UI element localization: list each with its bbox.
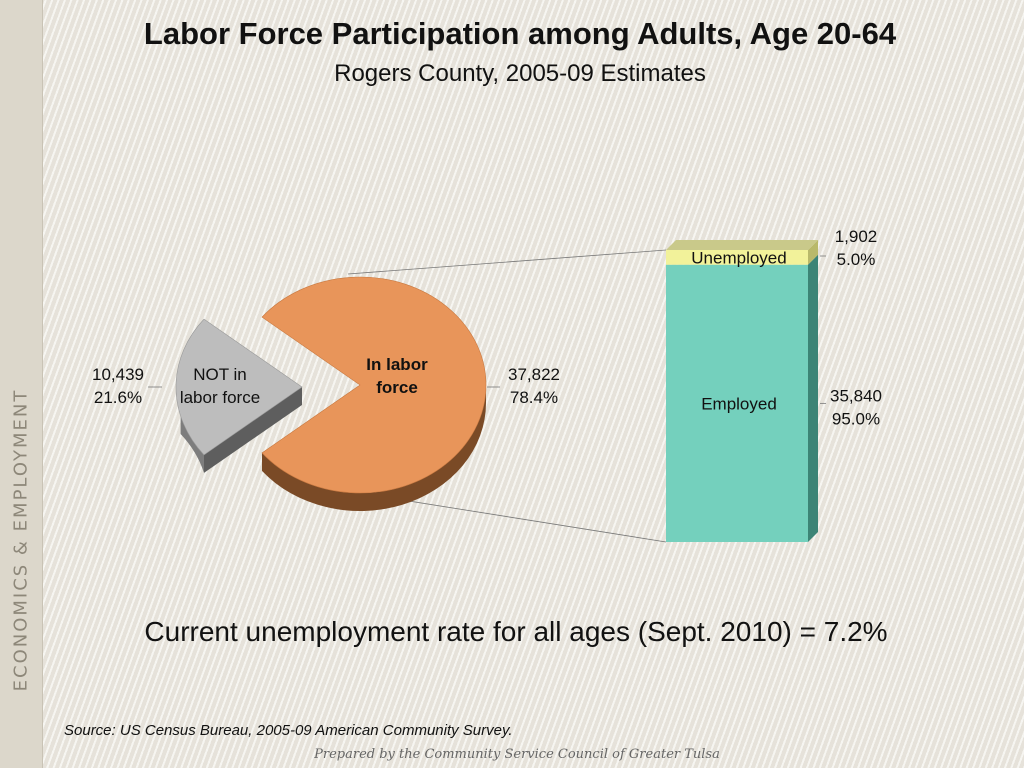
- unemployment-note: Current unemployment rate for all ages (…: [144, 616, 888, 647]
- connector-line-top: [347, 249, 667, 275]
- bar-percent-employed: 95.0%: [832, 409, 880, 428]
- pie-percent-not-in-labor-force: 21.6%: [94, 388, 142, 407]
- pie-label-in-labor-force-line2: force: [376, 378, 418, 397]
- pie-slice-in-labor-force: [261, 276, 487, 494]
- pie-slice-not-in-labor-force-cut: [203, 387, 302, 473]
- bar-label-unemployed: Unemployed: [691, 248, 786, 267]
- pie-slice-in-labor-force-side: [261, 385, 486, 512]
- stacked-bar-chart: [666, 240, 818, 542]
- bar-segment-employed-side: [808, 254, 818, 542]
- pie-percent-in-labor-force: 78.4%: [510, 388, 558, 407]
- chart-subtitle: Rogers County, 2005-09 Estimates: [334, 60, 706, 87]
- bar-segment-unemployed-side: [808, 240, 818, 265]
- chart-labels: In labor force 37,822 78.4% NOT in labor forc…: [92, 227, 882, 428]
- prepared-by: Prepared by the Community Service Counci…: [314, 747, 720, 762]
- pie-label-in-labor-force-line1: In labor: [366, 355, 428, 374]
- pie-label-not-in-labor-force-line2: labor force: [180, 388, 260, 407]
- pie-value-in-labor-force: 37,822: [508, 365, 560, 384]
- bar-segment-unemployed: [666, 250, 808, 265]
- connector-lines: [347, 249, 667, 543]
- bar-top-face: [666, 240, 818, 250]
- source-citation: Source: US Census Bureau, 2005-09 Americ…: [64, 722, 513, 739]
- chart-title: Labor Force Participation among Adults, …: [143, 16, 897, 51]
- bar-value-unemployed: 1,902: [835, 227, 878, 246]
- pie-slice-not-in-labor-force: [175, 318, 303, 456]
- bar-segment-employed: [666, 264, 808, 542]
- side-band: ECONOMICS & EMPLOYMENT: [0, 0, 43, 768]
- bar-percent-unemployed: 5.0%: [837, 250, 876, 269]
- bar-value-employed: 35,840: [830, 386, 882, 405]
- bar-label-employed: Employed: [701, 394, 777, 413]
- pie-label-not-in-labor-force-line1: NOT in: [193, 365, 247, 384]
- pie-value-not-in-labor-force: 10,439: [92, 365, 144, 384]
- connector-line-bottom: [364, 493, 667, 543]
- pie-chart: [175, 276, 487, 512]
